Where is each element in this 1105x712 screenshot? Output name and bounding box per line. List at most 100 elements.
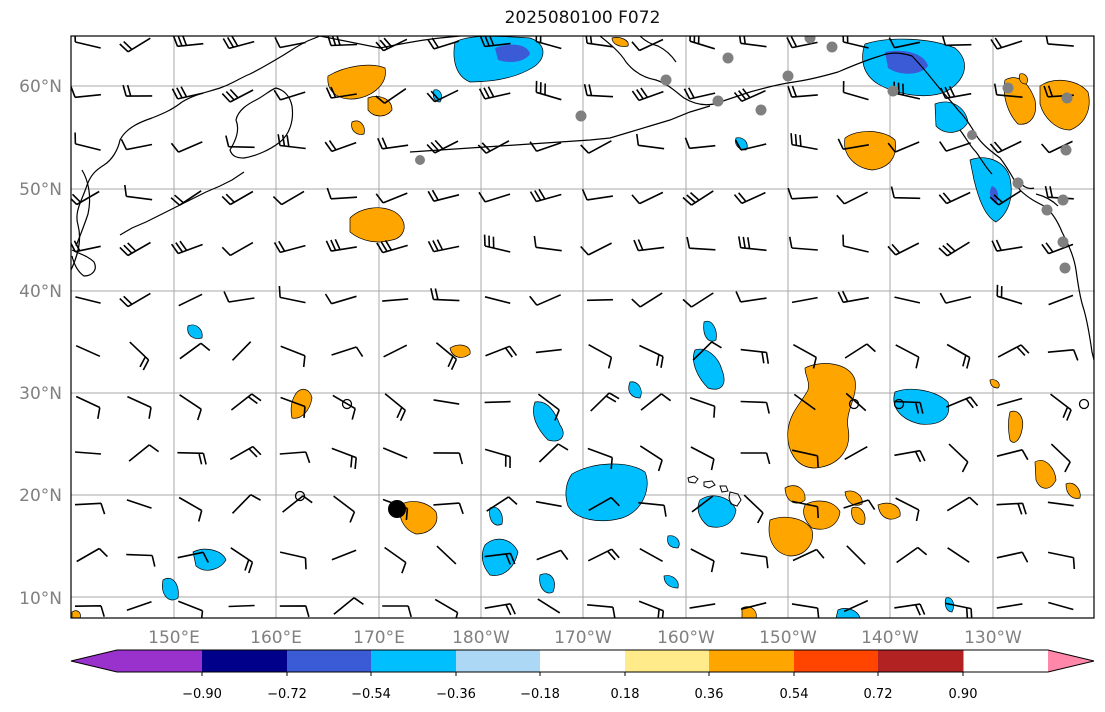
wind-barb <box>738 36 767 48</box>
wind-barb <box>791 500 819 519</box>
wind-barb <box>222 36 255 50</box>
wind-barb <box>535 348 562 354</box>
wind-barb <box>178 293 203 307</box>
wind-barb <box>533 235 562 252</box>
lon-labels: 150°E 160°E 170°E 180°W 170°W 160°W 150°… <box>148 628 1022 648</box>
wind-barb <box>426 139 459 154</box>
wind-barb <box>426 89 459 103</box>
wind-barb <box>845 392 867 412</box>
wind-barb <box>946 343 971 369</box>
wind-barb <box>996 502 1027 515</box>
wind-barb <box>484 603 516 616</box>
wind-barb <box>427 37 460 50</box>
wind-barb <box>231 341 252 361</box>
wind-barb <box>484 296 511 304</box>
wind-barb <box>580 242 612 256</box>
wind-barb <box>740 400 770 414</box>
wind-barb <box>375 88 407 104</box>
wind-barb <box>939 86 972 100</box>
lat-label: 10°N <box>19 589 62 609</box>
wind-barb <box>126 499 152 509</box>
wind-barb <box>639 547 663 563</box>
wind-barb <box>273 89 306 101</box>
wind-barb <box>221 190 254 206</box>
wind-barb <box>74 451 102 455</box>
wind-barb <box>230 393 262 411</box>
wind-barb <box>272 190 305 206</box>
wind-barb <box>529 141 562 152</box>
wind-barb <box>939 141 971 152</box>
map-title: 2025080100 F072 <box>504 8 661 28</box>
wind-barb <box>633 239 665 252</box>
wind-barb <box>690 446 715 471</box>
colorbar-tick: 0.54 <box>780 687 809 702</box>
wind-barb <box>733 191 766 205</box>
wind-barb <box>638 501 667 517</box>
wind-barb <box>1045 36 1074 47</box>
wind-barb <box>842 80 869 101</box>
wind-barb <box>786 36 818 49</box>
colorbar-outline <box>70 649 1095 673</box>
wind-barb <box>331 447 357 469</box>
wind-barb <box>1048 294 1074 306</box>
wind-barb <box>124 184 153 201</box>
wind-barb <box>221 241 254 257</box>
wind-barb <box>837 138 869 150</box>
wind-barb <box>228 604 255 608</box>
lon-label: 170°W <box>554 628 612 648</box>
wind-barb <box>690 548 715 573</box>
wind-barb <box>890 186 921 200</box>
colorbar-segment <box>456 650 541 672</box>
colorbar-ticks: −0.90 −0.72 −0.54 −0.36 −0.18 0.18 0.36 … <box>182 687 977 702</box>
wind-barb <box>333 597 364 615</box>
wind-barb <box>788 236 818 251</box>
wind-barb <box>479 36 511 48</box>
lon-label: 150°E <box>148 628 200 648</box>
wind-barb <box>740 552 769 569</box>
wind-barb <box>529 294 562 306</box>
wind-barb <box>433 502 464 515</box>
wind-barb <box>791 449 819 468</box>
wind-barb <box>383 344 408 358</box>
wind-barb <box>1050 393 1072 421</box>
wind-barb <box>223 291 255 303</box>
wind-barb <box>382 605 412 618</box>
colorbar-segment <box>287 650 372 672</box>
colorbar <box>70 649 1095 676</box>
wind-barb <box>792 548 825 562</box>
wind-barb <box>639 445 663 472</box>
wind-barb <box>178 600 204 618</box>
wind-barb <box>631 38 664 52</box>
wind-barb <box>996 284 1023 305</box>
wind-barb <box>587 548 620 562</box>
wind-barb <box>179 342 211 360</box>
wind-barb <box>691 495 714 513</box>
colorbar-extend-high <box>1048 650 1094 672</box>
wind-barb <box>948 443 969 473</box>
wind-barb <box>588 343 613 369</box>
wind-barb <box>274 36 306 49</box>
wind-barb <box>535 500 562 508</box>
lon-label: 130°W <box>964 628 1022 648</box>
wind-barb <box>484 400 511 404</box>
wind-barb <box>844 446 868 460</box>
wind-barb <box>71 240 101 253</box>
wind-barb <box>894 449 926 463</box>
wind-barb <box>170 141 203 153</box>
colorbar-segment <box>878 650 964 672</box>
lon-label: 160°E <box>250 628 302 648</box>
wind-barb <box>938 191 971 205</box>
wind-barb <box>375 192 408 204</box>
lon-label: 160°W <box>657 628 715 648</box>
colorbar-tick: −0.54 <box>351 687 391 702</box>
wind-barb <box>793 393 816 411</box>
wind-barb <box>375 37 408 52</box>
wind-barb <box>170 190 202 206</box>
wind-barb <box>895 497 920 522</box>
colorbar-segment <box>709 650 795 672</box>
wind-barb <box>119 241 151 257</box>
wind-barb <box>74 502 106 515</box>
wind-barb <box>684 137 716 150</box>
wind-barb <box>894 400 924 414</box>
